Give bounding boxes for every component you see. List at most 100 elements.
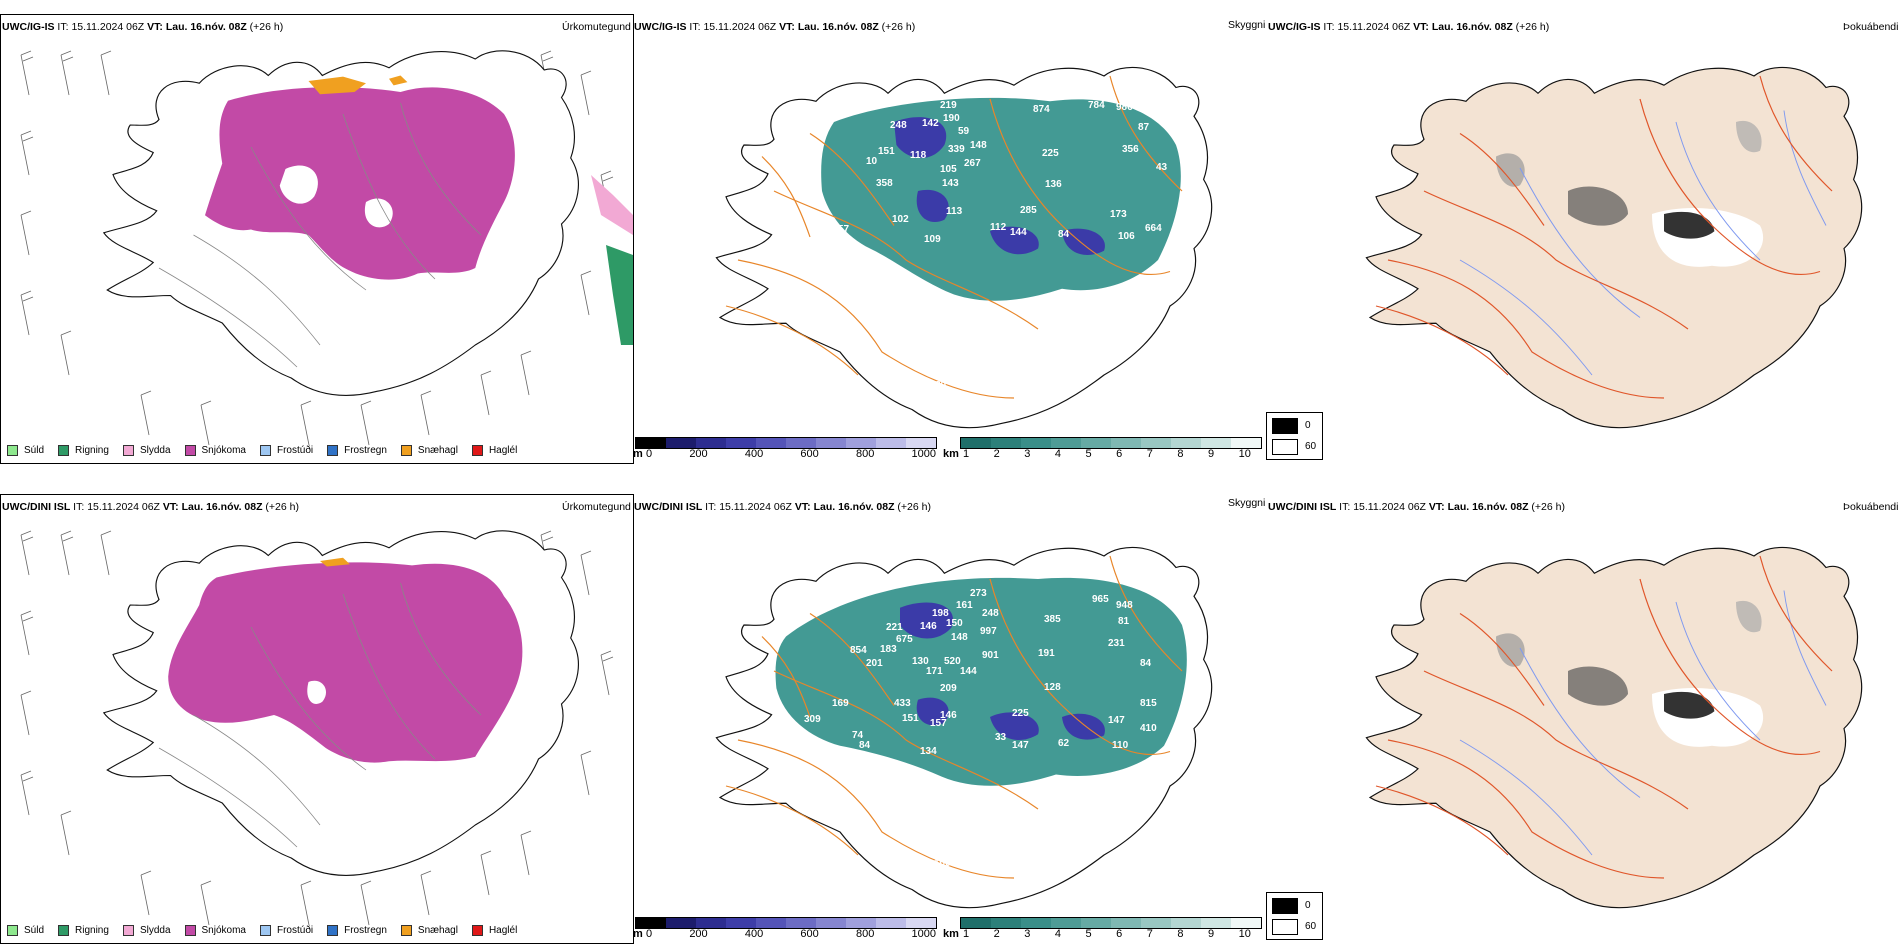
swatch <box>327 925 339 936</box>
swatch <box>259 925 271 936</box>
tick-label: 600 <box>800 928 819 940</box>
cloud-value: 146 <box>940 710 957 721</box>
precip-panel-row2: Súld Rigning Slydda Snjókoma Frostúði Fr… <box>0 494 634 944</box>
vt-value: Lau. 16.nóv. 08Z <box>813 501 895 513</box>
swatch <box>1272 418 1298 434</box>
tick-label: 1 <box>963 928 970 940</box>
tick-label: 0 <box>646 448 653 460</box>
vt-label: VT: <box>779 21 795 33</box>
cloud-value: 10 <box>866 156 878 167</box>
legend-label: Slydda <box>139 925 171 936</box>
cloud-value: 209 <box>940 683 957 694</box>
visibility-unit: km <box>943 928 959 940</box>
legend-label: 60 <box>1305 441 1317 452</box>
precip-map-row2 <box>20 530 614 926</box>
vt-value: Lau. 16.nóv. 08Z <box>797 21 879 33</box>
it-label: IT: <box>1323 21 1335 33</box>
legend-item: Haglél <box>471 925 518 936</box>
tick-label: 2 <box>993 928 1000 940</box>
lead-time: (+26 h) <box>897 501 931 513</box>
fog-map-row1 <box>1365 66 1863 429</box>
cloud-value: 221 <box>886 622 903 633</box>
cloud-value: 664 <box>1145 223 1162 234</box>
lead-time: (+26 h) <box>265 501 299 513</box>
header-row2-precip: UWC/DINI ISL IT: 15.11.2024 06Z VT: Lau.… <box>2 501 299 513</box>
panel-title-cloud-row2: Skyggni <box>1228 497 1266 509</box>
tick-label: 3 <box>1024 448 1031 460</box>
tick-label: 9 <box>1208 928 1215 940</box>
tick-label: 0 <box>646 928 653 940</box>
swatch <box>1272 898 1298 914</box>
cloud-value: 105 <box>940 164 957 175</box>
precip-map-row1 <box>20 50 633 446</box>
legend-label: Haglél <box>488 925 518 936</box>
cloud-value: 273 <box>970 588 987 599</box>
cloud-value: 997 <box>980 626 997 637</box>
cloud-value: 134 <box>920 746 937 757</box>
precip-panel-row1: Súld Rigning Slydda Snjókoma Frostúði Fr… <box>0 14 634 464</box>
panel-title-fog-row2: Þokuábendi <box>1843 501 1899 513</box>
cloud-value: 675 <box>896 634 913 645</box>
cloud-value: 339 <box>948 144 965 155</box>
swatch <box>327 445 339 456</box>
cloud-value: 169 <box>832 698 849 709</box>
legend-item: Frostregn <box>327 445 387 456</box>
tick-label: 200 <box>689 928 708 940</box>
vt-label: VT: <box>162 501 179 513</box>
tick-label: 800 <box>855 448 875 460</box>
east-sleet-strip <box>591 175 633 235</box>
cloud-value: 74 <box>852 730 864 741</box>
it-label: IT: <box>57 21 69 33</box>
cloud-value: 219 <box>940 100 957 111</box>
tick-label: 400 <box>744 928 764 940</box>
swatch <box>122 445 134 456</box>
it-value: 15.11.2024 06Z <box>703 21 777 33</box>
tick-label: 10 <box>1238 928 1251 940</box>
cloud-numbers-row1: 219 248 142 190 59 148 339 874 784 986 8… <box>818 100 1168 391</box>
model-name: UWC/IG-IS <box>634 21 687 33</box>
cloud-value: 190 <box>943 113 960 124</box>
swatch <box>1272 439 1298 455</box>
cloud-value: 147 <box>1108 715 1125 726</box>
vt-value: Lau. 16.nóv. 08Z <box>1431 21 1513 33</box>
lead-time: (+26 h) <box>249 21 284 33</box>
vt-value: Lau. 16.nóv. 08Z <box>1447 501 1529 513</box>
vt-label: VT: <box>1428 501 1445 513</box>
cloud-value: 87 <box>818 240 830 251</box>
it-value: 15.11.2024 06Z <box>1337 21 1411 33</box>
snow-area <box>168 562 523 763</box>
cloud-value: 965 <box>1092 594 1109 605</box>
legend-item: Slydda <box>122 445 171 456</box>
panel-title-fog-row1: Þokuábendi <box>1843 21 1899 33</box>
model-name: UWC/DINI ISL <box>2 501 71 513</box>
swatch <box>259 445 271 456</box>
cloud-value: 84 <box>1058 229 1070 240</box>
tick-label: 8 <box>1177 928 1184 940</box>
lead-time: (+26 h) <box>881 21 916 33</box>
cloud-value: 285 <box>1020 205 1037 216</box>
cloud-base-unit: m <box>633 928 643 940</box>
cloud-base-colorbar <box>635 437 937 449</box>
swatch <box>184 925 196 936</box>
swatch <box>471 445 483 456</box>
tick-label: 1 <box>963 448 970 460</box>
cloud-value: 358 <box>876 178 893 189</box>
visibility-ticks: 1 2 3 4 5 6 7 8 9 10 <box>963 448 1251 460</box>
cloud-value: 144 <box>960 666 977 677</box>
precip-type-legend: Súld Rigning Slydda Snjókoma Frostúði Fr… <box>7 445 517 456</box>
cloud-value: 815 <box>1140 698 1157 709</box>
cloud-value: 854 <box>850 645 867 656</box>
it-value: 15.11.2024 06Z <box>87 501 160 513</box>
vt-label: VT: <box>147 21 163 33</box>
legend-label: Súld <box>24 925 45 936</box>
cloud-base-unit: m <box>633 448 643 460</box>
legend-label: Snæhagl <box>417 445 458 456</box>
cloud-value: 151 <box>902 713 919 724</box>
it-value: 15.11.2024 06Z <box>1353 501 1426 513</box>
cloud-value: 309 <box>804 714 821 725</box>
cloud-numbers-row2: 273 161 198 248 146 150 385 965 948 221 … <box>804 588 1157 873</box>
it-value: 15.11.2024 06Z <box>719 501 792 513</box>
wind-barbs <box>20 530 614 926</box>
tick-label: 4 <box>1054 448 1061 460</box>
cloud-value: 161 <box>956 600 973 611</box>
